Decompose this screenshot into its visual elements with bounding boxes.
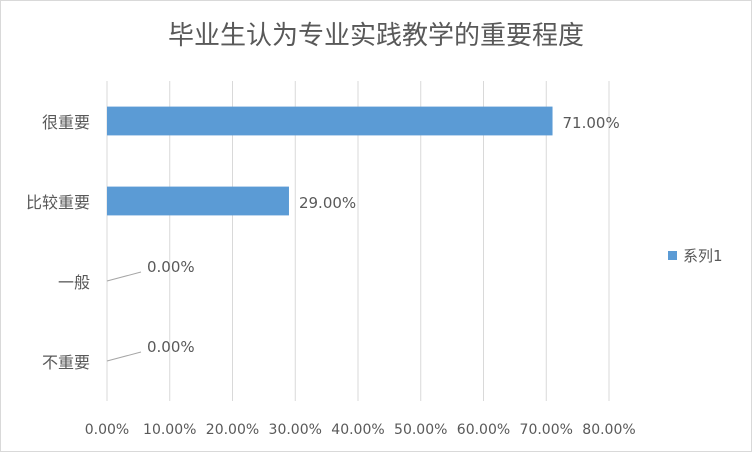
chart-title: 毕业生认为专业实践教学的重要程度 [167, 21, 584, 51]
x-tick-label: 30.00% [269, 422, 322, 438]
legend-swatch [668, 251, 677, 260]
category-label: 很重要 [42, 113, 90, 132]
category-label: 比较重要 [26, 193, 90, 212]
category-label: 一般 [58, 273, 90, 292]
x-tick-label: 10.00% [143, 422, 196, 438]
leader-line [106, 351, 142, 362]
data-label: 0.00% [147, 258, 195, 276]
legend-label: 系列1 [683, 247, 723, 265]
x-tick-label: 20.00% [206, 422, 259, 438]
legend: 系列1 [668, 245, 723, 266]
data-label: 0.00% [147, 338, 195, 356]
x-tick-label: 0.00% [85, 422, 129, 438]
bar [107, 106, 553, 136]
data-label: 71.00% [563, 114, 620, 132]
x-tick-label: 70.00% [520, 422, 573, 438]
x-tick-label: 80.00% [582, 422, 635, 438]
bar [107, 186, 289, 216]
x-tick-label: 60.00% [457, 422, 510, 438]
leader-line [106, 271, 142, 282]
x-tick-label: 50.00% [394, 422, 447, 438]
category-label: 不重要 [42, 353, 90, 372]
x-tick-label: 40.00% [331, 422, 384, 438]
data-label: 29.00% [299, 194, 356, 212]
